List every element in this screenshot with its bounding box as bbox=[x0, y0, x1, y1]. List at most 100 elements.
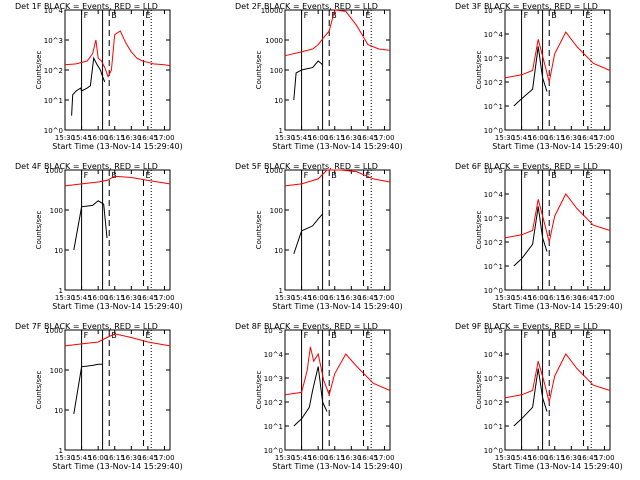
marker-label-e: E bbox=[365, 171, 370, 180]
x-tick-label: 16:45 bbox=[358, 454, 378, 462]
y-tick-label: 10^1 bbox=[484, 103, 503, 111]
x-tick-label: 16:30 bbox=[121, 134, 141, 142]
x-tick-label: 16:00 bbox=[308, 294, 328, 302]
x-tick-label: 15:30 bbox=[55, 294, 75, 302]
y-tick-label: 1 bbox=[279, 287, 283, 295]
plot-frame bbox=[64, 169, 171, 291]
x-tick-label: 16:15 bbox=[545, 134, 565, 142]
panel-title: Det 9F BLACK = Events, RED = LLD bbox=[455, 322, 598, 331]
marker-label-e: E bbox=[585, 331, 590, 340]
x-tick-label: 15:30 bbox=[275, 454, 295, 462]
x-tick-label: 16:15 bbox=[105, 454, 125, 462]
x-tick-label: 16:30 bbox=[341, 134, 361, 142]
x-tick-label: 16:45 bbox=[578, 134, 598, 142]
x-axis-label: Start Time (13-Nov-14 15:29:40) bbox=[492, 142, 622, 151]
marker-label-e: E bbox=[145, 331, 150, 340]
y-tick-label: 10 bbox=[54, 407, 63, 415]
x-tick-label: 15:30 bbox=[275, 294, 295, 302]
x-tick-label: 17:00 bbox=[374, 454, 394, 462]
y-tick-label: 10^1 bbox=[484, 263, 503, 271]
plot-frame bbox=[504, 329, 611, 451]
series-events bbox=[293, 366, 328, 427]
y-axis-label: Counts/sec bbox=[35, 51, 43, 90]
series-events bbox=[513, 206, 548, 267]
series-lld bbox=[284, 9, 391, 57]
series-lld bbox=[504, 193, 611, 243]
y-tick-label: 10 bbox=[274, 247, 283, 255]
y-tick-label: 10^0 bbox=[484, 287, 503, 295]
series-events bbox=[293, 213, 323, 255]
x-tick-label: 16:30 bbox=[121, 454, 141, 462]
marker-label-f: F bbox=[524, 331, 529, 340]
panel-det2: Det 2F BLACK = Events, RED = LLD 1 10 100 10… bbox=[235, 2, 403, 151]
x-tick-label: 16:00 bbox=[528, 134, 548, 142]
x-axis-label: Start Time (13-Nov-14 15:29:40) bbox=[52, 142, 182, 151]
y-tick-label: 10^0 bbox=[484, 127, 503, 135]
x-tick-label: 15:45 bbox=[71, 454, 91, 462]
y-tick-label: 10^4 bbox=[484, 351, 504, 359]
y-tick-label: 10^0 bbox=[484, 447, 503, 455]
x-tick-label: 15:45 bbox=[291, 294, 311, 302]
marker-label-b: B bbox=[331, 11, 337, 20]
panel-det5: Det 5F BLACK = Events, RED = LLD 1 10 100 10… bbox=[235, 162, 403, 311]
series-events bbox=[73, 363, 103, 414]
y-tick-label: 10^4 bbox=[484, 31, 504, 39]
series-lld bbox=[64, 30, 171, 78]
plot-frame bbox=[504, 169, 611, 291]
y-tick-label: 10^2 bbox=[484, 79, 503, 87]
x-tick-label: 15:30 bbox=[55, 134, 75, 142]
y-tick-label: 10^0 bbox=[44, 127, 63, 135]
x-tick-label: 16:15 bbox=[545, 454, 565, 462]
y-tick-label: 1000 bbox=[45, 327, 63, 335]
y-axis-label: Counts/sec bbox=[255, 211, 263, 250]
y-tick-label: 1000 bbox=[265, 167, 283, 175]
x-tick-label: 15:30 bbox=[495, 454, 515, 462]
x-tick-label: 16:45 bbox=[578, 454, 598, 462]
y-tick-label: 10^2 bbox=[44, 67, 63, 75]
panel-title: Det 1F BLACK = Events, RED = LLD bbox=[15, 2, 158, 11]
y-tick-label: 10^5 bbox=[484, 167, 503, 175]
panel-det7: Det 7F BLACK = Events, RED = LLD 1 10 100 10… bbox=[15, 322, 183, 471]
y-tick-label: 100 bbox=[270, 67, 283, 75]
x-tick-label: 16:30 bbox=[121, 294, 141, 302]
x-axis-label: Start Time (13-Nov-14 15:29:40) bbox=[272, 302, 402, 311]
x-tick-label: 16:00 bbox=[528, 294, 548, 302]
x-tick-label: 16:00 bbox=[88, 134, 108, 142]
y-tick-label: 10^2 bbox=[484, 399, 503, 407]
y-tick-label: 10^0 bbox=[264, 447, 283, 455]
marker-label-b: B bbox=[551, 331, 557, 340]
x-axis-label: Start Time (13-Nov-14 15:29:40) bbox=[52, 462, 182, 471]
x-tick-label: 16:30 bbox=[561, 294, 581, 302]
x-tick-label: 16:30 bbox=[561, 454, 581, 462]
marker-label-e: E bbox=[365, 331, 370, 340]
panel-det3: Det 3F BLACK = Events, RED = LLD 10^0 10^1… bbox=[455, 2, 623, 151]
x-tick-label: 16:30 bbox=[341, 454, 361, 462]
marker-label-e: E bbox=[145, 171, 150, 180]
x-tick-label: 16:15 bbox=[545, 294, 565, 302]
marker-label-f: F bbox=[84, 11, 89, 20]
y-axis-label: Counts/sec bbox=[255, 51, 263, 90]
x-tick-label: 16:45 bbox=[138, 134, 158, 142]
marker-label-b: B bbox=[551, 171, 557, 180]
marker-label-b: B bbox=[551, 11, 557, 20]
series-lld bbox=[64, 333, 171, 347]
panel-det1: Det 1F BLACK = Events, RED = LLD 10^0 10^1… bbox=[15, 2, 183, 151]
panel-det9: Det 9F BLACK = Events, RED = LLD 10^0 10^1… bbox=[455, 322, 623, 471]
y-tick-label: 10^3 bbox=[484, 55, 503, 63]
x-tick-label: 16:45 bbox=[138, 454, 158, 462]
y-tick-label: 1000 bbox=[45, 167, 63, 175]
series-lld bbox=[504, 31, 611, 83]
x-tick-label: 16:30 bbox=[561, 134, 581, 142]
series-lld bbox=[504, 353, 611, 403]
y-tick-label: 10^5 bbox=[264, 327, 283, 335]
x-tick-label: 15:45 bbox=[291, 454, 311, 462]
y-tick-label: 10 bbox=[274, 97, 283, 105]
x-axis-label: Start Time (13-Nov-14 15:29:40) bbox=[272, 142, 402, 151]
panel-title: Det 3F BLACK = Events, RED = LLD bbox=[455, 2, 598, 11]
x-tick-label: 15:45 bbox=[511, 294, 531, 302]
x-tick-label: 15:45 bbox=[511, 134, 531, 142]
marker-label-f: F bbox=[84, 331, 89, 340]
y-tick-label: 10^3 bbox=[484, 375, 503, 383]
plot-frame bbox=[284, 329, 391, 451]
series-lld bbox=[284, 169, 391, 187]
